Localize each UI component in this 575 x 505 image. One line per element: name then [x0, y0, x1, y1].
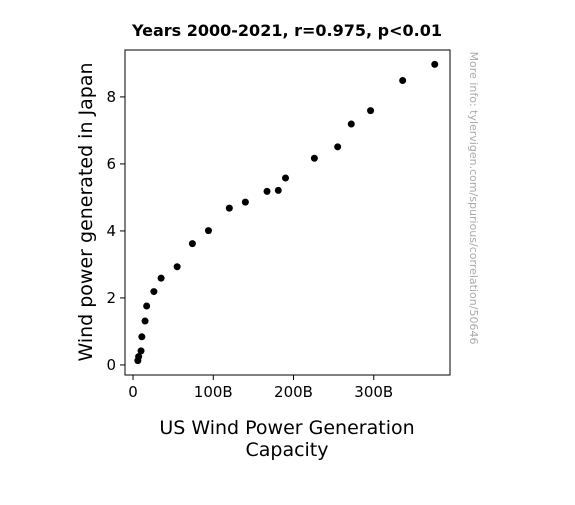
data-point	[334, 143, 342, 151]
data-point	[367, 107, 375, 115]
data-point	[225, 204, 233, 212]
y-tick-label: 0	[106, 356, 116, 374]
chart-title: Years 2000-2021, r=0.975, p<0.01	[131, 21, 442, 40]
data-point	[173, 263, 181, 271]
data-point	[150, 288, 158, 296]
x-axis-label-line-2: Capacity	[245, 439, 328, 461]
data-point	[263, 187, 271, 195]
data-point	[143, 302, 151, 310]
data-point	[347, 120, 355, 128]
points-layer	[134, 60, 439, 365]
data-point	[274, 186, 282, 194]
data-point	[431, 60, 439, 68]
data-point	[188, 240, 196, 248]
data-point	[135, 353, 143, 361]
data-point	[204, 227, 212, 235]
tick-layer: 0 100B 200B 300B 0 2 4 6 8	[106, 88, 393, 401]
data-point	[399, 76, 407, 84]
x-tick-label: 100B	[194, 383, 233, 401]
source-note: More info: tylervigen.com/spurious/corre…	[467, 52, 480, 345]
data-point	[141, 317, 149, 325]
y-tick-label: 8	[106, 88, 116, 106]
y-tick-label: 2	[106, 289, 116, 307]
x-axis-label-line-1: US Wind Power Generation	[159, 417, 414, 439]
x-tick-label: 200B	[274, 383, 313, 401]
data-point	[138, 333, 146, 341]
y-axis-label: Wind power generated in Japan	[75, 62, 97, 361]
data-point	[310, 154, 318, 162]
plot-area	[124, 49, 451, 376]
y-tick-label: 4	[106, 222, 116, 240]
x-tick-label: 0	[128, 383, 138, 401]
x-tick-label: 300B	[354, 383, 393, 401]
data-point	[241, 198, 249, 206]
data-point	[137, 347, 145, 355]
y-tick-label: 6	[106, 155, 116, 173]
data-point	[281, 174, 289, 182]
data-point	[157, 274, 165, 282]
